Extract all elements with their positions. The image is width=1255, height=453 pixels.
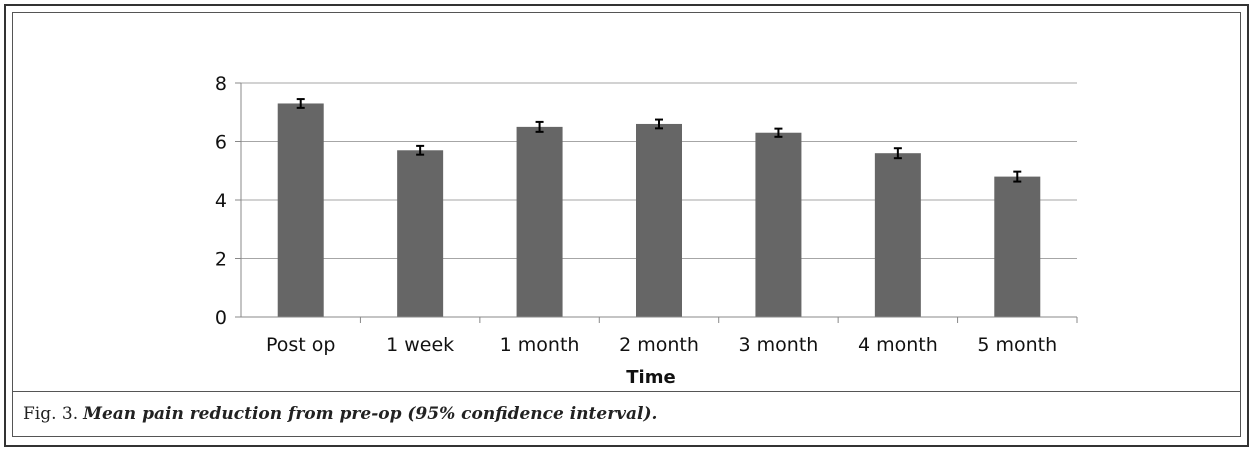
bar bbox=[636, 123, 682, 317]
caption-number: Fig. 3. bbox=[23, 404, 79, 424]
chart-panel: 0 2 4 6 8 Post op 1 week 1 month 2 month 3 month 4… bbox=[12, 12, 1241, 392]
x-tick-label: 3 month bbox=[739, 334, 819, 356]
bars bbox=[277, 103, 1041, 317]
x-axis-label: Time bbox=[626, 367, 675, 388]
y-tick-label: 4 bbox=[215, 190, 227, 212]
bar bbox=[755, 132, 802, 317]
y-tick-label: 0 bbox=[215, 307, 227, 329]
y-tick-label: 6 bbox=[215, 132, 227, 154]
x-tick-label: 5 month bbox=[977, 334, 1057, 356]
error-bars bbox=[296, 98, 1022, 183]
error-bar bbox=[416, 144, 425, 156]
axes bbox=[235, 82, 1078, 323]
x-tick-label: 1 week bbox=[386, 334, 454, 356]
x-tick-label: 4 month bbox=[858, 334, 938, 356]
error-bar bbox=[1013, 170, 1022, 183]
bar bbox=[277, 103, 324, 317]
y-tick-label: 8 bbox=[215, 73, 227, 95]
x-tick-label: Post op bbox=[266, 334, 335, 356]
error-bar bbox=[296, 98, 305, 109]
figure-frame: 0 2 4 6 8 Post op 1 week 1 month 2 month 3 month 4… bbox=[4, 4, 1249, 447]
bar-chart: 0 2 4 6 8 Post op 1 week 1 month 2 month 3 month 4… bbox=[215, 73, 1078, 388]
bar bbox=[874, 153, 921, 317]
figure-caption: Fig. 3. Mean pain reduction from pre-op … bbox=[12, 392, 1241, 437]
error-bar bbox=[655, 118, 663, 130]
bar bbox=[397, 150, 444, 317]
bar bbox=[516, 126, 563, 317]
error-bar bbox=[535, 120, 544, 133]
y-tick-label: 2 bbox=[215, 249, 227, 271]
tick-labels: 0 2 4 6 8 Post op 1 week 1 month 2 month 3 month 4… bbox=[215, 73, 1057, 356]
error-bar bbox=[774, 127, 783, 138]
x-tick-label: 1 month bbox=[500, 334, 580, 356]
caption-text: Mean pain reduction from pre-op (95% con… bbox=[83, 404, 658, 424]
error-bar bbox=[893, 147, 902, 160]
x-tick-label: 2 month bbox=[619, 334, 699, 356]
bar bbox=[994, 176, 1041, 317]
